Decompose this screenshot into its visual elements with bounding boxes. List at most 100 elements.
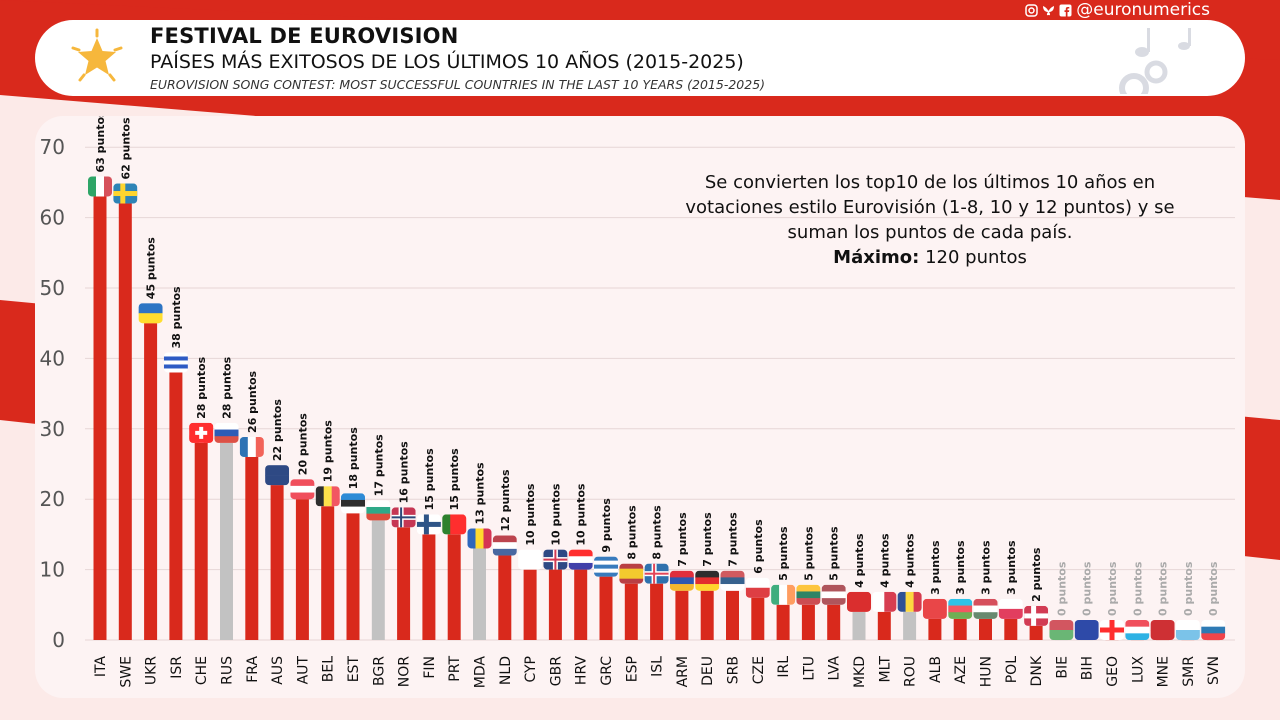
data-label: 18 puntos — [347, 427, 360, 489]
data-label: 22 puntos — [271, 399, 284, 461]
flag-icon-smr — [1175, 620, 1200, 640]
star-icon — [71, 28, 123, 82]
x-tick-label: FIN — [422, 656, 438, 679]
flag-icon-aus — [265, 465, 290, 486]
data-label: 0 puntos — [1055, 561, 1068, 616]
flag-icon-arm — [669, 570, 694, 591]
y-tick-label: 70 — [40, 135, 65, 159]
bar-cyp — [523, 569, 537, 640]
y-tick-label: 20 — [40, 487, 65, 511]
x-tick-label: ROU — [903, 656, 919, 687]
x-tick-label: ARM — [675, 656, 691, 687]
chart-subtitle-english: EUROVISION SONG CONTEST: MOST SUCCESSFUL… — [150, 77, 766, 92]
flag-icon-deu — [695, 570, 720, 591]
annotation-line1: Se convierten los top10 de los últimos 1… — [704, 172, 1156, 193]
data-label: 7 puntos — [701, 512, 714, 567]
flag-icon-mkd — [847, 591, 871, 612]
flag-icon-irl — [771, 584, 796, 605]
bar-deu — [700, 590, 714, 640]
bluesky-icon[interactable] — [1042, 4, 1055, 17]
instagram-icon[interactable] — [1025, 3, 1039, 17]
x-tick-label: FRA — [245, 656, 261, 683]
y-tick-label: 60 — [40, 206, 65, 230]
x-tick-label: BEL — [321, 656, 337, 682]
social-bar: @euronumerics — [1025, 0, 1210, 20]
annotation-max-value: 120 puntos — [925, 247, 1027, 268]
chart-title: FESTIVAL DE EUROVISION — [150, 24, 459, 48]
x-tick-label: GBR — [548, 656, 564, 686]
data-label: 3 puntos — [1005, 540, 1018, 595]
data-label: 8 puntos — [651, 505, 664, 560]
x-tick-label: ALB — [928, 656, 944, 683]
x-tick-label: ISR — [169, 656, 185, 679]
data-label: 0 puntos — [1207, 561, 1220, 616]
bar-bel — [321, 506, 335, 640]
bar-arm — [675, 590, 689, 640]
data-label: 17 puntos — [372, 434, 385, 496]
data-label: 0 puntos — [1106, 561, 1119, 616]
x-tick-label: BIH — [1080, 656, 1096, 680]
flag-icon-hrv — [568, 549, 593, 570]
bar-ltu — [801, 604, 815, 640]
y-tick-label: 50 — [40, 276, 65, 300]
annotation: Se convierten los top10 de los últimos 1… — [630, 170, 1230, 270]
flag-icon-prt — [442, 514, 467, 535]
x-tick-label: SMR — [1181, 656, 1197, 687]
flag-icon-che — [189, 422, 214, 443]
flag-icon-fra — [239, 436, 264, 457]
flag-icon-nld — [492, 535, 517, 556]
facebook-icon[interactable] — [1059, 4, 1072, 17]
data-label: 16 puntos — [398, 441, 411, 503]
flag-icon-swe — [113, 183, 138, 204]
data-label: 13 puntos — [474, 462, 487, 524]
y-tick-label: 10 — [40, 558, 65, 582]
bar-chart: 0 10 20 30 40 50 60 70 63 puntos ITA 62 puntos SWE 4… — [40, 116, 1235, 688]
y-tick-label: 30 — [40, 417, 65, 441]
bar-pol — [1004, 618, 1018, 640]
data-label: 19 puntos — [322, 420, 335, 482]
data-label: 4 puntos — [853, 533, 866, 588]
data-label: 63 puntos — [94, 116, 107, 172]
data-label: 62 puntos — [119, 117, 132, 179]
social-handle[interactable]: @euronumerics — [1076, 0, 1210, 20]
flag-icon-aze — [948, 598, 973, 619]
flag-icon-esp — [619, 563, 644, 584]
flag-icon-isl — [644, 563, 669, 584]
x-tick-label: DNK — [1029, 655, 1045, 686]
x-tick-label: MKD — [852, 656, 868, 688]
flag-icon-hun — [973, 598, 998, 619]
flag-icon-svn — [1201, 620, 1226, 640]
flag-icon-grc — [594, 556, 618, 577]
annotation-line3: suman los puntos de cada país. — [787, 222, 1073, 243]
data-label: 0 puntos — [1131, 561, 1144, 616]
x-tick-label: SWE — [118, 656, 134, 688]
bar-hun — [979, 618, 992, 640]
bar-mkd — [852, 611, 866, 640]
bar-fin — [422, 534, 436, 640]
title-card — [35, 20, 1245, 96]
x-tick-label: SVN — [1206, 656, 1222, 685]
data-label: 15 puntos — [423, 448, 436, 510]
flag-icon-mlt — [872, 591, 897, 612]
bar-che — [194, 442, 208, 640]
flag-icon-pol — [998, 598, 1023, 619]
data-label: 3 puntos — [954, 540, 967, 595]
data-label: 4 puntos — [904, 533, 917, 588]
flag-icon-rou — [897, 591, 922, 612]
x-tick-label: GRC — [599, 656, 615, 686]
bar-isr — [169, 372, 183, 640]
flag-icon-fin — [416, 514, 441, 535]
data-label: 7 puntos — [727, 512, 740, 567]
flag-icon-ltu — [796, 584, 821, 605]
x-tick-label: HUN — [979, 656, 995, 687]
x-tick-label: HRV — [574, 656, 590, 685]
data-label: 3 puntos — [980, 540, 993, 595]
flag-icon-gbr — [543, 549, 568, 570]
bar-rus — [220, 442, 233, 640]
x-tick-label: DEU — [700, 656, 716, 686]
flag-icon-nor — [391, 507, 416, 528]
bar-cze — [751, 597, 765, 640]
flag-icon-ukr — [138, 303, 163, 324]
x-tick-label: PRT — [447, 656, 463, 682]
flag-icon-cze — [745, 577, 770, 598]
